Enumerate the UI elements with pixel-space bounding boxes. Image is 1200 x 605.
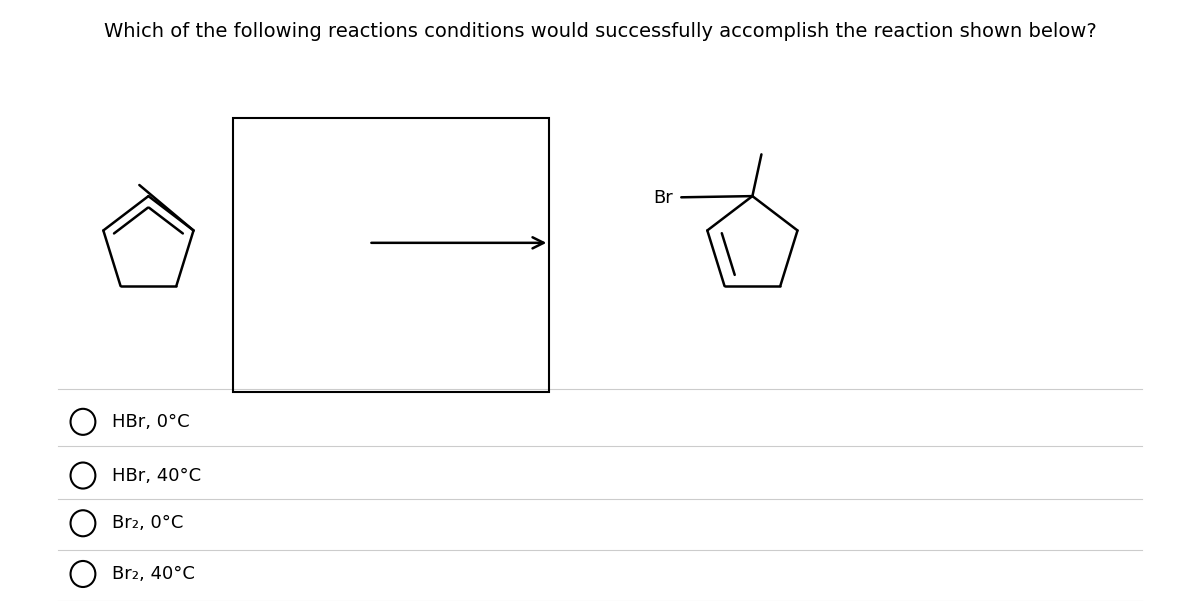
Text: Which of the following reactions conditions would successfully accomplish the re: Which of the following reactions conditi… (103, 22, 1097, 41)
Bar (233, 117, 550, 392)
Text: HBr, 0°C: HBr, 0°C (113, 413, 190, 431)
Text: HBr, 40°C: HBr, 40°C (113, 466, 202, 485)
Text: Br₂, 0°C: Br₂, 0°C (113, 514, 184, 532)
Text: Br: Br (654, 189, 673, 207)
Text: Br₂, 40°C: Br₂, 40°C (113, 565, 196, 583)
